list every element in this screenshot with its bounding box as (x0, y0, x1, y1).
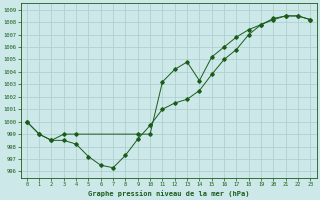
X-axis label: Graphe pression niveau de la mer (hPa): Graphe pression niveau de la mer (hPa) (88, 190, 249, 197)
